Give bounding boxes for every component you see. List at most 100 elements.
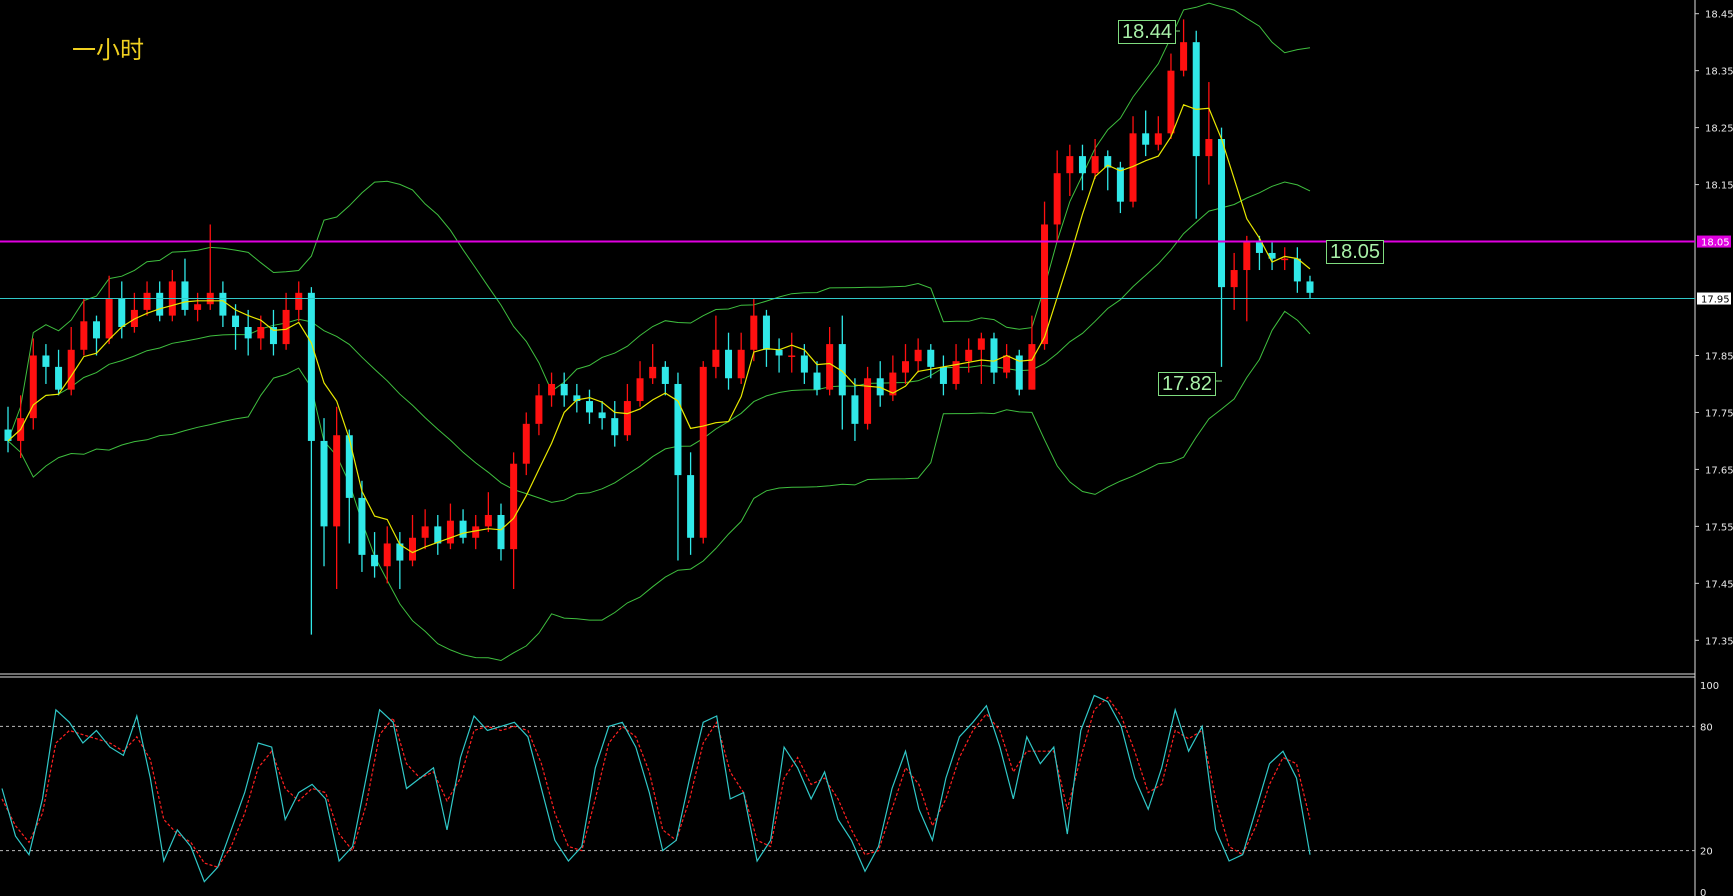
stoch-tick-label: 0 bbox=[1700, 888, 1706, 896]
candle-body bbox=[446, 520, 454, 544]
candle-body bbox=[939, 366, 947, 384]
price-tick-label: 17.55 bbox=[1705, 522, 1733, 533]
candle-body bbox=[484, 514, 492, 527]
stoch-tick-label: 100 bbox=[1700, 681, 1719, 692]
candle-body bbox=[1180, 42, 1188, 71]
candle-body bbox=[320, 440, 328, 527]
candle-body bbox=[838, 344, 846, 396]
candle-body bbox=[901, 361, 909, 373]
candle-body bbox=[371, 554, 379, 567]
low-annotation: 17.82 bbox=[1158, 372, 1217, 396]
candle-body bbox=[307, 292, 315, 441]
candle-body bbox=[737, 349, 745, 379]
candle-body bbox=[1129, 133, 1137, 202]
candle-body bbox=[497, 514, 505, 550]
candle-body bbox=[510, 463, 518, 550]
candle-body bbox=[636, 378, 644, 402]
candle-body bbox=[522, 423, 530, 464]
timeframe-label: 一小时 bbox=[72, 36, 144, 64]
candle-body bbox=[623, 401, 631, 436]
candle-body bbox=[29, 355, 37, 419]
candle-body bbox=[1192, 42, 1200, 157]
candle-body bbox=[1041, 224, 1049, 345]
candle-body bbox=[965, 349, 973, 362]
candle-body bbox=[611, 418, 619, 436]
candle-body bbox=[232, 315, 240, 327]
candle-body bbox=[1205, 139, 1213, 157]
candle-body bbox=[194, 304, 202, 310]
candle-body bbox=[598, 412, 606, 419]
current-price-tag bbox=[1697, 292, 1731, 305]
candle-body bbox=[383, 543, 391, 567]
candle-body bbox=[585, 401, 593, 413]
candle-body bbox=[800, 355, 808, 373]
price-tick-label: 17.85 bbox=[1705, 351, 1733, 362]
candle-body bbox=[1053, 173, 1061, 225]
stoch-tick-label: 20 bbox=[1700, 847, 1713, 858]
candle-body bbox=[560, 383, 568, 396]
candle-body bbox=[1230, 270, 1238, 288]
price-tick-label: 18.15 bbox=[1705, 181, 1733, 192]
candle-body bbox=[952, 361, 960, 384]
candle-body bbox=[661, 366, 669, 384]
candle-body bbox=[927, 349, 935, 367]
stoch-d-line bbox=[1, 696, 1311, 868]
candle-body bbox=[1078, 156, 1086, 174]
candle-body bbox=[573, 395, 581, 402]
candle-body bbox=[977, 338, 985, 350]
candle-body bbox=[1281, 258, 1289, 261]
candle-body bbox=[333, 435, 341, 527]
candle-body bbox=[1218, 139, 1226, 288]
price-tick-label: 17.35 bbox=[1705, 636, 1733, 647]
candle-body bbox=[244, 327, 252, 339]
candle-body bbox=[1255, 241, 1263, 253]
price-tick-label: 18.35 bbox=[1705, 67, 1733, 78]
candle-body bbox=[699, 366, 707, 538]
level-price-tag-label: 18.05 bbox=[1701, 238, 1730, 249]
candle-body bbox=[295, 292, 303, 310]
candle-body bbox=[1091, 156, 1099, 174]
candle-body bbox=[1268, 252, 1276, 259]
price-tick-label: 17.45 bbox=[1705, 579, 1733, 590]
candle-body bbox=[813, 372, 821, 390]
candle-body bbox=[1142, 133, 1150, 145]
candle-body bbox=[409, 537, 417, 561]
candle-body bbox=[914, 349, 922, 362]
level-price-tag bbox=[1697, 235, 1731, 248]
candle-body bbox=[219, 292, 227, 316]
candle-body bbox=[156, 292, 164, 316]
candle-body bbox=[762, 315, 770, 350]
stoch-tick-label: 80 bbox=[1700, 722, 1713, 733]
bollinger-lower bbox=[7, 310, 1311, 662]
price-tick-label: 18.45 bbox=[1705, 10, 1733, 21]
candle-body bbox=[4, 429, 12, 441]
candle-body bbox=[434, 526, 442, 544]
high-annotation: 18.44 bbox=[1118, 20, 1177, 44]
candle-body bbox=[1015, 355, 1023, 390]
candle-body bbox=[1104, 156, 1112, 168]
candle-body bbox=[775, 349, 783, 356]
candle-body bbox=[1116, 167, 1124, 202]
bollinger-upper bbox=[7, 2, 1311, 442]
candle-body bbox=[1243, 241, 1251, 271]
candle-body bbox=[55, 366, 63, 390]
candle-body bbox=[725, 349, 733, 379]
candle-body bbox=[1003, 355, 1011, 373]
candle-body bbox=[990, 338, 998, 373]
candle-body bbox=[118, 298, 126, 327]
candle-body bbox=[864, 378, 872, 424]
price-tick-label: 18.25 bbox=[1705, 124, 1733, 135]
candle-body bbox=[472, 526, 480, 538]
candle-body bbox=[674, 383, 682, 476]
moving-average bbox=[7, 104, 1311, 554]
candle-body bbox=[459, 520, 467, 538]
candle-body bbox=[181, 281, 189, 310]
candle-body bbox=[282, 309, 290, 345]
candle-body bbox=[42, 355, 50, 367]
candle-body bbox=[396, 543, 404, 561]
candle-body bbox=[1293, 258, 1301, 282]
candle-body bbox=[92, 321, 100, 339]
candle-body bbox=[548, 383, 556, 396]
candle-body bbox=[889, 372, 897, 396]
candle-body bbox=[687, 475, 695, 538]
